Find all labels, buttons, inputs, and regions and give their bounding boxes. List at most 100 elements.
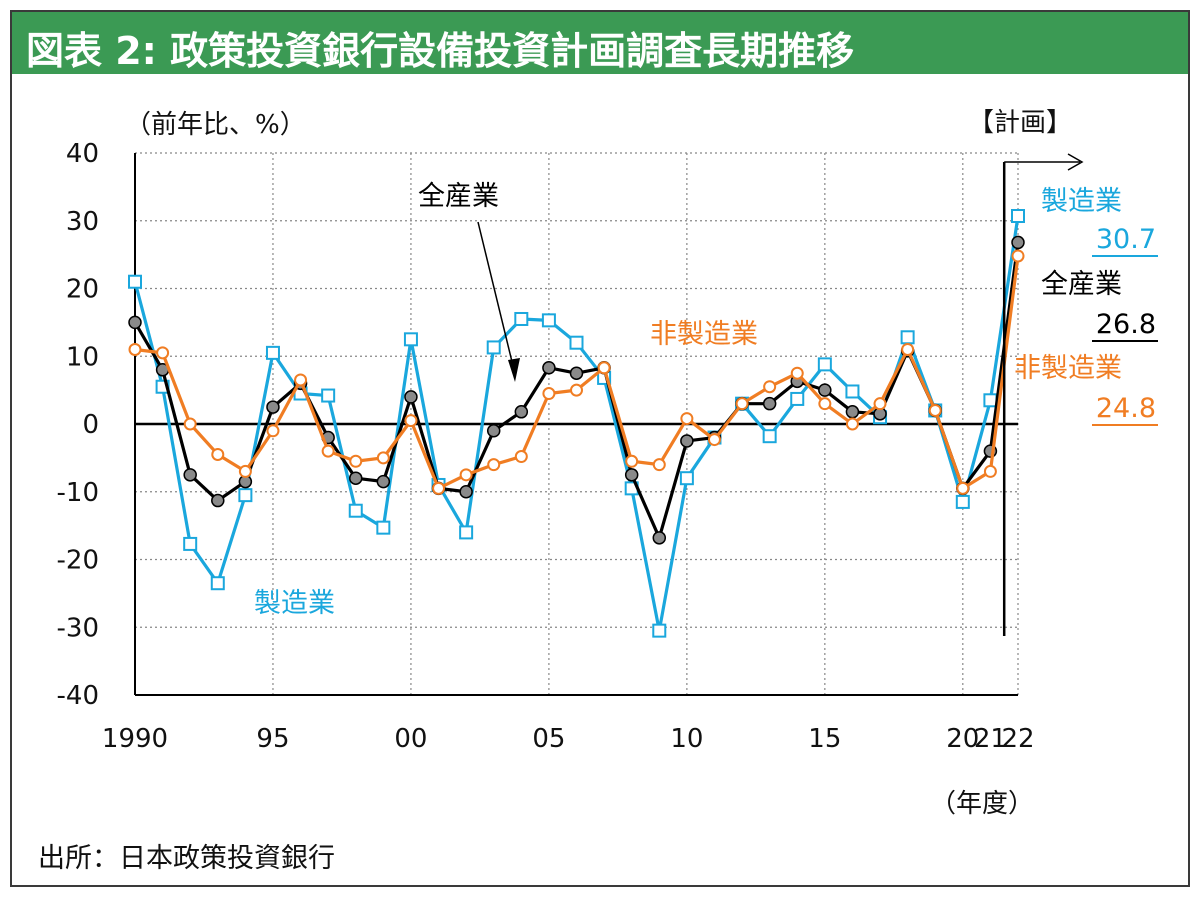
data-point xyxy=(266,424,280,438)
annotation-arrow-line xyxy=(477,221,515,371)
data-point xyxy=(349,471,363,485)
data-point xyxy=(265,345,280,360)
source-note: 出所：日本政策投資銀行 xyxy=(38,843,335,874)
data-point xyxy=(680,434,694,448)
data-point xyxy=(1011,235,1025,250)
data-point xyxy=(597,361,611,375)
data-point xyxy=(956,481,970,495)
data-point xyxy=(652,623,667,638)
series-layer xyxy=(128,209,1025,638)
data-point xyxy=(542,361,556,375)
y-tick-label: -20 xyxy=(57,546,99,576)
data-point xyxy=(624,468,639,482)
data-point xyxy=(569,366,584,380)
data-point xyxy=(790,366,804,380)
data-point xyxy=(376,451,390,465)
data-point xyxy=(928,403,942,417)
data-point xyxy=(542,387,556,401)
data-point xyxy=(790,391,805,406)
data-point xyxy=(845,417,859,431)
data-point xyxy=(294,373,308,387)
data-point xyxy=(818,397,832,411)
x-tick-label: 22 xyxy=(1001,724,1034,754)
data-point xyxy=(845,384,860,399)
plan-arrow-head xyxy=(1067,153,1084,171)
data-point xyxy=(625,454,639,468)
data-point xyxy=(266,400,280,414)
all-industry-annotation: 全産業 xyxy=(418,181,499,212)
y-axis-label: （前年比、%） xyxy=(125,110,306,140)
data-point xyxy=(321,388,336,403)
plan-label: 【計画】 xyxy=(968,108,1072,138)
data-point xyxy=(652,458,666,472)
x-tick-label: 20 xyxy=(946,724,979,754)
legend-series-name: 製造業 xyxy=(1041,186,1122,217)
data-point xyxy=(128,342,142,356)
data-point xyxy=(376,474,391,489)
annotation-arrow-head xyxy=(508,358,520,382)
data-point xyxy=(514,311,529,326)
data-point xyxy=(403,332,418,347)
y-tick-label: 10 xyxy=(66,342,99,372)
non-manufacturing-annotation: 非製造業 xyxy=(650,319,758,350)
legend-series-value: 30.7 xyxy=(1096,224,1156,255)
data-point xyxy=(486,340,501,355)
x-tick-label: 21 xyxy=(974,724,1007,754)
data-point xyxy=(514,405,529,419)
data-point xyxy=(404,414,418,428)
data-point xyxy=(432,481,446,495)
data-point xyxy=(238,488,253,503)
data-point xyxy=(211,447,225,461)
x-tick-label: 95 xyxy=(256,724,289,754)
data-point xyxy=(1011,209,1025,224)
manufacturing-annotation: 製造業 xyxy=(254,588,335,619)
legend-series-value: 26.8 xyxy=(1096,309,1156,340)
x-tick-label: 05 xyxy=(532,724,565,754)
data-point xyxy=(1011,249,1025,263)
data-point xyxy=(763,380,777,394)
data-point xyxy=(955,494,970,509)
data-point xyxy=(873,397,887,411)
data-point xyxy=(486,424,501,438)
x-tick-label: 1990 xyxy=(102,724,168,754)
data-point xyxy=(735,397,749,411)
data-point xyxy=(762,396,777,411)
y-tick-label: 0 xyxy=(82,410,99,440)
data-point xyxy=(404,390,418,404)
data-point xyxy=(349,454,363,468)
data-point xyxy=(570,383,583,397)
legend-series-value: 24.8 xyxy=(1096,393,1156,424)
data-point xyxy=(156,346,170,360)
data-point xyxy=(459,485,473,499)
data-point xyxy=(238,464,252,478)
data-point xyxy=(348,503,363,518)
y-tick-label: -30 xyxy=(57,613,99,643)
data-point xyxy=(459,468,473,482)
data-point xyxy=(679,471,694,486)
data-point xyxy=(211,493,225,508)
chart-title: 図表 2: 政策投資銀行設備投資計画調査長期推移 xyxy=(26,29,855,73)
data-point xyxy=(210,576,225,591)
data-point xyxy=(569,335,584,350)
data-point xyxy=(183,417,197,431)
y-tick-label: 30 xyxy=(66,207,99,237)
x-tick-label: 15 xyxy=(808,724,841,754)
data-point xyxy=(983,464,997,478)
data-point xyxy=(541,313,556,328)
legend-series-name: 非製造業 xyxy=(1014,353,1122,384)
data-point xyxy=(680,412,694,426)
y-tick-label: 20 xyxy=(66,275,99,305)
data-point xyxy=(817,357,832,372)
y-tick-label: -40 xyxy=(57,681,99,711)
data-point xyxy=(459,525,474,540)
y-tick-label: 40 xyxy=(66,139,99,169)
data-point xyxy=(901,342,915,356)
data-point xyxy=(900,330,915,345)
data-point xyxy=(845,405,860,419)
data-point xyxy=(514,450,528,464)
legend-series-name: 全産業 xyxy=(1041,269,1122,300)
data-point xyxy=(707,433,721,447)
x-axis-label: （年度） xyxy=(930,789,1034,819)
